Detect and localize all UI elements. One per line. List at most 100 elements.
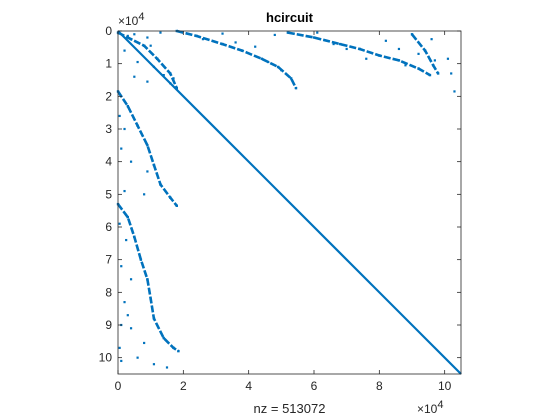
nonzero-point-18 <box>267 60 270 64</box>
chart-title: hcircuit <box>266 10 314 25</box>
nonzero-point-31 <box>453 90 456 93</box>
band-point-2-4 <box>260 57 263 60</box>
band-point-3-7 <box>428 73 432 77</box>
x-tick-label: 8 <box>376 379 383 393</box>
band-point-6-9 <box>177 349 180 353</box>
nonzero-point-4 <box>159 31 162 34</box>
nonzero-point-2 <box>146 36 149 39</box>
nonzero-point-12 <box>133 75 136 78</box>
nonzero-point-49 <box>136 356 139 359</box>
y-tick-label: 8 <box>105 285 112 299</box>
x-tick-label: 6 <box>311 379 318 393</box>
band-point-4-1 <box>423 49 427 52</box>
nonzero-point-34 <box>123 127 126 131</box>
y-tick-label: 6 <box>105 220 112 234</box>
band-point-6-7 <box>162 336 165 340</box>
nonzero-point-47 <box>118 346 121 349</box>
nonzero-point-0 <box>126 34 129 37</box>
nonzero-point-22 <box>345 47 348 51</box>
nonzero-point-43 <box>129 278 133 281</box>
y-tick-label: 3 <box>105 122 112 136</box>
nonzero-point-20 <box>316 31 319 34</box>
nonzero-point-15 <box>234 41 237 44</box>
nonzero-point-11 <box>169 82 172 85</box>
nonzero-point-17 <box>273 33 276 37</box>
nonzero-point-21 <box>332 42 335 46</box>
band-point-6-6 <box>152 317 156 320</box>
nonzero-point-37 <box>123 189 126 193</box>
band-point-1-4 <box>169 72 172 75</box>
band-point-5-1 <box>126 104 129 108</box>
nonzero-band-6 <box>116 203 180 353</box>
band-point-3-6 <box>417 67 420 70</box>
band-point-1-5 <box>175 86 178 90</box>
band-point-5-3 <box>146 144 149 147</box>
band-point-5-7 <box>175 204 178 207</box>
band-point-3-4 <box>378 54 381 57</box>
band-point-4-0 <box>410 33 414 36</box>
nonzero-point-35 <box>120 147 123 150</box>
nonzero-point-10 <box>146 80 149 83</box>
x-tick-label: 10 <box>438 379 452 393</box>
nonzero-point-6 <box>136 60 139 64</box>
nonzero-point-50 <box>152 363 156 366</box>
band-point-6-2 <box>133 235 136 238</box>
nonzero-point-14 <box>221 32 224 35</box>
nonzero-band-3 <box>287 31 431 77</box>
nonzero-band-5 <box>116 90 178 207</box>
nonzero-point-40 <box>118 222 121 225</box>
band-point-6-1 <box>126 216 129 219</box>
band-point-2-3 <box>240 49 244 52</box>
band-point-4-3 <box>436 72 440 75</box>
band-point-3-5 <box>397 59 401 62</box>
nonzero-point-38 <box>143 193 146 196</box>
nonzero-point-8 <box>162 74 165 77</box>
band-point-5-4 <box>152 163 156 167</box>
x-exponent-base: ×10 <box>417 402 438 416</box>
nonzero-point-28 <box>430 38 433 41</box>
band-point-5-6 <box>169 196 172 199</box>
nonzero-point-39 <box>146 170 149 173</box>
x-tick-label: 4 <box>245 379 252 393</box>
nonzero-point-53 <box>123 301 126 304</box>
nonzero-point-27 <box>417 52 420 55</box>
nonzero-point-52 <box>143 341 146 345</box>
nonzero-point-44 <box>126 314 129 317</box>
band-point-6-8 <box>172 346 175 350</box>
band-point-6-3 <box>139 258 143 261</box>
band-point-2-6 <box>289 77 293 80</box>
nonzero-point-29 <box>433 59 436 62</box>
nonzero-point-25 <box>397 47 401 51</box>
band-point-6-5 <box>149 297 152 301</box>
nonzero-band-1 <box>117 31 178 89</box>
y-tick-label: 5 <box>105 187 112 201</box>
axes-box <box>117 30 462 375</box>
band-point-1-1 <box>129 37 133 41</box>
nonzero-point-9 <box>172 77 175 80</box>
nonzero-band-4 <box>410 33 440 75</box>
band-point-3-3 <box>358 47 361 51</box>
band-point-1-3 <box>156 57 159 60</box>
nonzero-point-23 <box>365 57 368 60</box>
band-point-2-7 <box>294 86 298 90</box>
band-point-4-2 <box>432 64 435 67</box>
y-exponent-power: 4 <box>138 11 144 23</box>
band-point-5-2 <box>136 124 139 127</box>
x-axis-ticks: 0 2 4 6 8 10 <box>115 31 452 393</box>
nonzero-point-30 <box>446 57 450 60</box>
nonzero-point-36 <box>129 160 133 163</box>
band-point-2-1 <box>195 34 198 38</box>
y-tick-label: 7 <box>105 253 112 267</box>
nonzero-band-2 <box>176 29 298 89</box>
nonzero-point-5 <box>123 49 126 52</box>
nonzero-point-41 <box>125 238 128 242</box>
x-tick-label: 0 <box>115 379 122 393</box>
nonzero-point-32 <box>450 72 453 75</box>
y-tick-label: 10 <box>99 351 113 365</box>
y-tick-label: 2 <box>105 89 112 103</box>
nonzero-point-48 <box>120 359 123 363</box>
band-point-1-2 <box>142 44 146 47</box>
x-exponent-power: 4 <box>437 399 443 411</box>
band-point-5-5 <box>159 183 162 186</box>
nonzero-point-1 <box>133 33 136 36</box>
